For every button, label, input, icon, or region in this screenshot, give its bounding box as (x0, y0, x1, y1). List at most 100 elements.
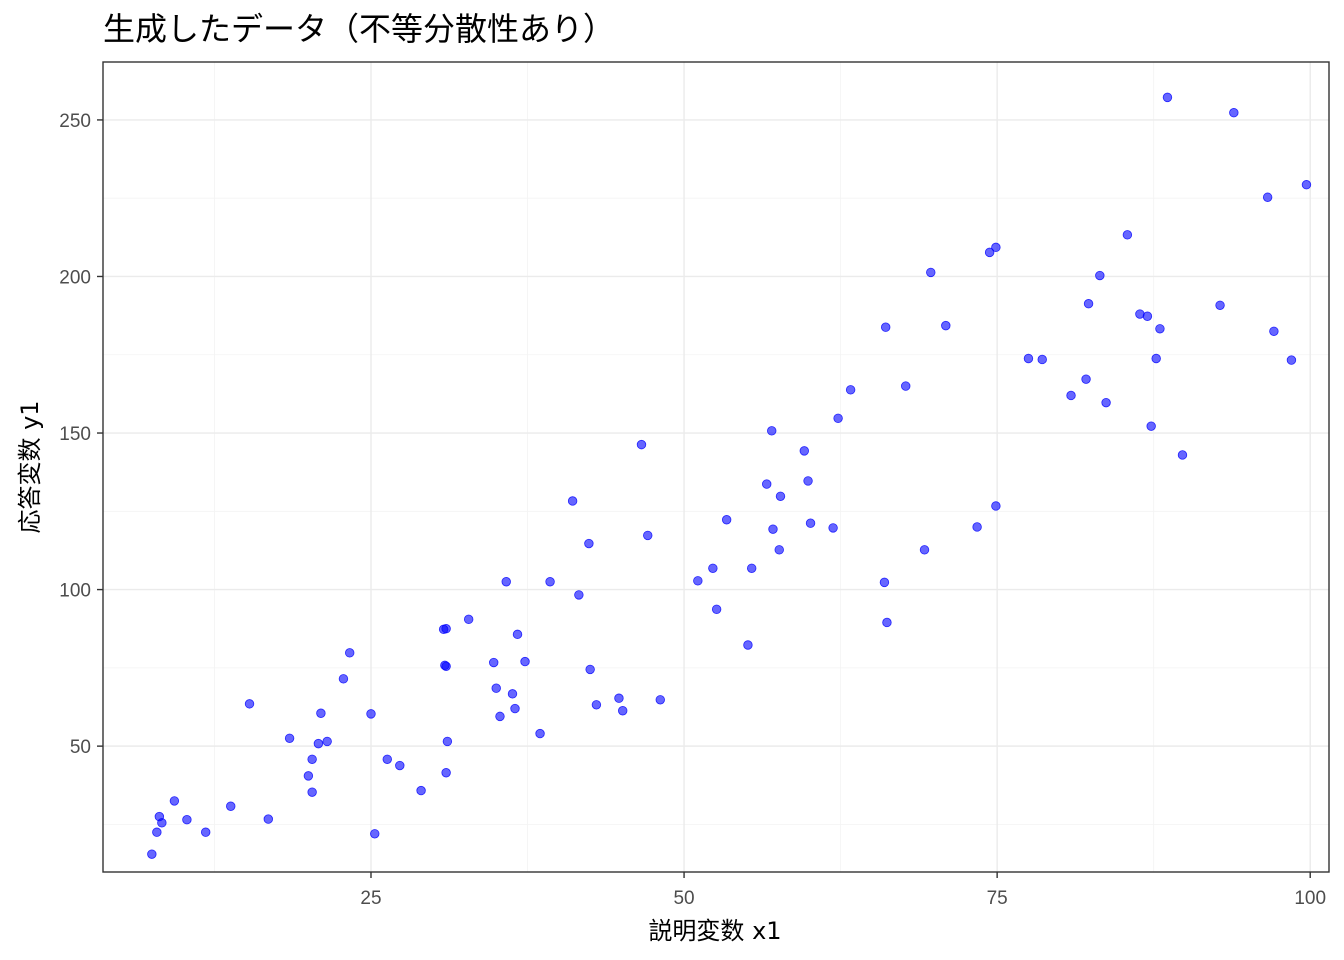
data-point (244, 699, 255, 709)
data-point (1037, 354, 1047, 365)
data-point (845, 385, 856, 395)
data-point (416, 785, 426, 796)
data-point (442, 736, 453, 747)
data-point (1229, 108, 1239, 118)
data-point (1081, 374, 1091, 384)
data-point (316, 708, 326, 718)
y-tick-label: 50 (70, 737, 91, 758)
data-point (768, 524, 778, 534)
data-point (1286, 355, 1297, 365)
data-point (767, 426, 777, 436)
data-point (743, 640, 753, 650)
data-point (182, 815, 192, 825)
data-point (535, 728, 545, 739)
data-point (919, 545, 930, 555)
data-point (984, 247, 995, 258)
data-point (147, 849, 157, 859)
data-point (1162, 92, 1173, 103)
data-point (322, 736, 332, 747)
x-tick-label: 100 (1294, 888, 1326, 909)
data-point (284, 733, 295, 744)
data-point (1262, 192, 1273, 202)
data-point (585, 664, 595, 675)
data-point (520, 656, 530, 667)
data-point (941, 320, 951, 331)
data-point (1083, 299, 1094, 309)
data-point (655, 695, 665, 705)
data-point (711, 604, 722, 615)
data-point (395, 760, 405, 771)
data-point (1155, 324, 1165, 334)
data-point (880, 322, 891, 332)
data-point (1095, 270, 1105, 281)
chart-title: 生成したデータ（不等分散性あり） (103, 10, 615, 48)
data-point (226, 801, 236, 811)
data-point (495, 711, 505, 722)
data-points (147, 92, 1312, 859)
data-point (574, 590, 584, 600)
x-axis-title: 説明変数 x1 (648, 917, 781, 945)
data-point (805, 518, 816, 528)
x-tick-label: 25 (360, 888, 381, 909)
y-tick-label: 100 (59, 581, 91, 602)
data-point (507, 689, 518, 699)
data-point (157, 818, 167, 828)
data-point (828, 523, 838, 533)
data-point (693, 576, 703, 586)
data-point (775, 491, 786, 501)
data-point (441, 768, 451, 778)
data-point (618, 706, 628, 716)
y-tick-label: 200 (59, 267, 91, 288)
data-point (491, 683, 501, 693)
data-point (152, 827, 162, 837)
grid-major-lines (103, 62, 1329, 872)
data-point (200, 827, 211, 837)
data-point (382, 754, 392, 764)
data-point (882, 617, 892, 628)
data-point (901, 381, 911, 391)
data-point (833, 413, 843, 424)
data-point (803, 476, 813, 486)
data-point (338, 674, 349, 684)
data-point (774, 545, 784, 555)
y-tick-label: 150 (59, 424, 91, 445)
data-point (879, 577, 890, 588)
y-axis-title: 応答変数 y1 (16, 400, 44, 533)
data-point (1066, 390, 1076, 401)
data-point (441, 624, 451, 634)
data-point (926, 267, 936, 278)
data-point (1215, 300, 1225, 310)
data-point (313, 738, 324, 749)
data-point (708, 563, 718, 573)
data-point (440, 660, 450, 671)
data-point (489, 657, 499, 668)
data-point (307, 754, 317, 764)
data-point (972, 522, 982, 532)
data-point (303, 771, 314, 781)
data-point (1023, 353, 1034, 364)
data-point (1301, 180, 1312, 190)
y-axis: 50 100 150 200 250 (59, 111, 103, 758)
data-point (799, 446, 809, 456)
data-point (591, 700, 602, 710)
data-point (1122, 230, 1133, 240)
data-point (746, 563, 757, 573)
data-point (643, 530, 653, 541)
data-point (1146, 421, 1156, 431)
data-point (545, 577, 555, 587)
data-point (567, 496, 578, 506)
data-point (584, 538, 594, 549)
panel-border (102, 61, 1330, 873)
data-point (345, 648, 355, 658)
data-point (169, 796, 180, 806)
data-point (366, 709, 376, 719)
data-point (463, 614, 474, 625)
data-point (991, 242, 1001, 253)
x-tick-label: 50 (673, 888, 694, 909)
data-point (636, 439, 647, 450)
data-point (1151, 353, 1161, 364)
data-point (1177, 450, 1188, 460)
data-point (512, 629, 523, 640)
data-point (614, 693, 624, 703)
